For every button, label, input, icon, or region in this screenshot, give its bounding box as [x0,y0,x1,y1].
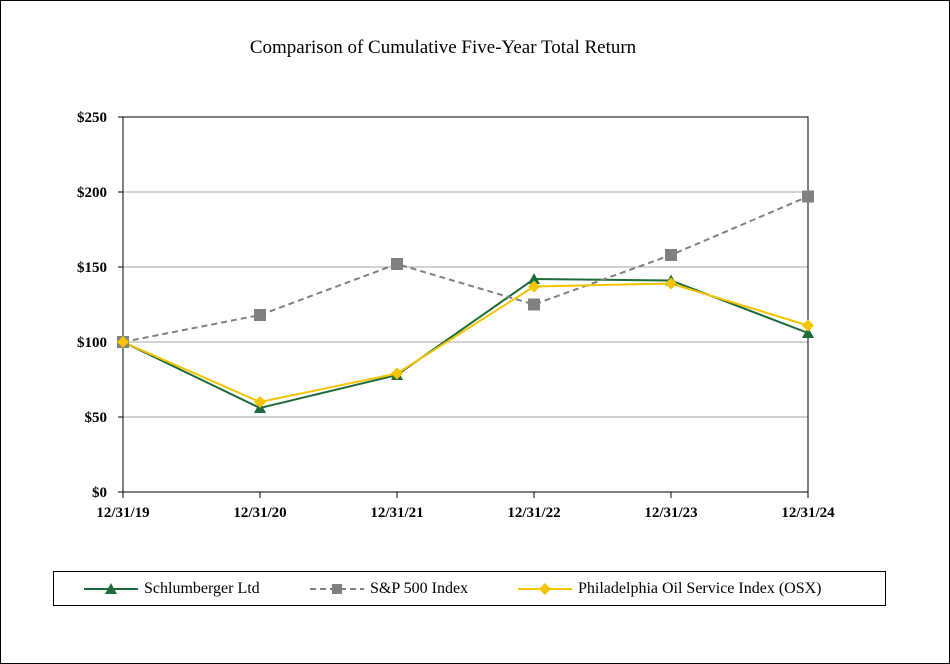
series-1-point [528,298,540,311]
x-tick-label: 12/31/19 [96,505,149,521]
x-tick-label: 12/31/21 [370,505,423,521]
x-tick-label: 12/31/24 [781,505,835,521]
series-2-point [528,280,540,293]
series-2-point [254,396,266,408]
legend-item-series-1: S&P 500 Index [310,572,468,605]
x-tick-label: 12/31/23 [644,505,697,521]
y-tick-label: $100 [77,335,107,351]
series-line-1 [122,195,809,343]
y-tick-label: $200 [77,185,107,201]
y-tick-label: $150 [77,260,107,276]
series-0-point [802,327,814,338]
legend-swatch-series-2 [518,582,572,595]
y-tick-label: $0 [92,485,107,501]
y-tick-label: $50 [85,410,108,426]
legend-label-series-1: S&P 500 Index [370,579,469,597]
plot-area-border [122,116,809,493]
series-1-point [802,190,814,203]
legend-item-series-2: Philadelphia Oil Service Index (OSX) [518,572,822,605]
series-2-point [665,277,677,290]
legend: Schlumberger Ltd S&P 500 Index Philadelp… [53,571,886,606]
x-tick-label: 12/31/22 [507,505,560,521]
series-0-point [528,273,540,284]
legend-label-series-2: Philadelphia Oil Service Index (OSX) [578,579,822,597]
line-chart: $0 $50 $100 $150 $200 $250 12/31/19 12/31/20 12/… [77,110,835,521]
series-2-point [802,319,814,332]
chart-title: Comparison of Cumulative Five-Year Total… [249,37,637,58]
legend-label-series-0: Schlumberger Ltd [144,579,260,597]
series-2-point [391,367,403,380]
x-tick-label: 12/31/20 [233,505,286,521]
legend-swatch-series-0 [84,582,138,594]
series-1-point [665,249,677,261]
y-tick-label: $250 [77,110,107,126]
series-2-point [117,336,129,348]
legend-swatch-series-1 [310,583,364,594]
series-1-point [391,258,403,270]
legend-item-series-0: Schlumberger Ltd [84,572,260,605]
series-1-point [254,309,266,321]
series-line-2 [122,282,809,404]
series-line-0 [122,277,809,410]
